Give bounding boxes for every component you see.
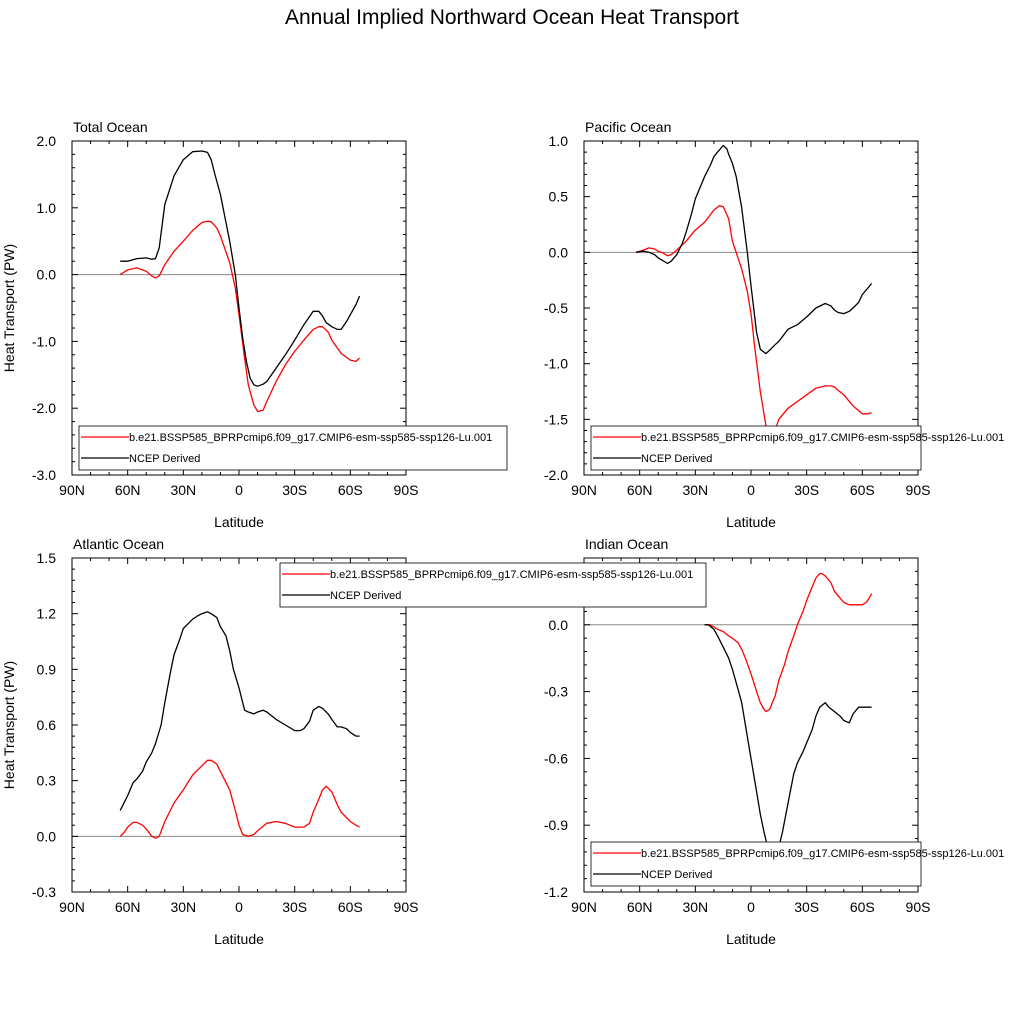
y-tick-label: 0.0 <box>37 267 57 283</box>
legend-label: b.e21.BSSP585_BPRPcmip6.f09_g17.CMIP6-es… <box>641 848 1004 860</box>
legend-label: NCEP Derived <box>330 590 401 602</box>
x-tick-label: 60S <box>338 482 363 498</box>
y-tick-label: 1.0 <box>37 200 57 216</box>
x-tick-label: 0 <box>747 482 755 498</box>
panel-atlantic-ocean: Atlantic Ocean 90N 60N 30N 0 30S 60S 90S 1.5 1.2 0… <box>1 536 418 947</box>
series-line-ncep <box>120 150 361 387</box>
legend-box <box>590 425 922 471</box>
x-axis-label: Latitude <box>214 514 264 530</box>
y-tick-label: -0.6 <box>544 750 568 766</box>
x-axis-label: Latitude <box>214 931 264 947</box>
x-tick-label: 90S <box>906 899 931 915</box>
y-tick-label: -1.5 <box>544 411 568 427</box>
panel-indian-ocean: Indian Ocean 90N 60N 30N 0 30S 60S 90S 0.0 -0.3 -0… <box>544 536 931 947</box>
legend-label: b.e21.BSSP585_BPRPcmip6.f09_g17.CMIP6-es… <box>330 569 693 581</box>
x-tick-label: 30N <box>682 482 708 498</box>
y-tick-label: 0.0 <box>549 244 569 260</box>
x-tick-label: 90N <box>59 482 85 498</box>
x-tick-label: 90S <box>394 482 419 498</box>
legend-label: NCEP Derived <box>129 453 200 465</box>
y-tick-label: 0.0 <box>37 828 57 844</box>
panel-title: Atlantic Ocean <box>73 536 164 552</box>
y-tick-label: 0.5 <box>549 189 569 205</box>
plot-frame <box>583 140 919 476</box>
x-tick-label: 90N <box>59 899 85 915</box>
x-tick-label: 90S <box>906 482 931 498</box>
x-axis-label: Latitude <box>726 931 776 947</box>
y-tick-label: -0.3 <box>32 884 56 900</box>
y-tick-label: -0.9 <box>544 817 568 833</box>
y-tick-label: -1.2 <box>544 884 568 900</box>
x-tick-label: 60S <box>850 899 875 915</box>
x-tick-label: 60N <box>627 899 653 915</box>
y-tick-label: -0.5 <box>544 300 568 316</box>
x-tick-label: 60S <box>338 899 363 915</box>
legend-box <box>78 425 508 471</box>
legend-4: b.e21.BSSP585_BPRPcmip6.f09_g17.CMIP6-es… <box>590 841 1004 887</box>
y-tick-label: 1.0 <box>549 133 569 149</box>
series-line-model <box>119 220 361 413</box>
plot-frame <box>71 140 407 476</box>
y-tick-label: 0.0 <box>549 617 569 633</box>
x-tick-label: 30S <box>282 899 307 915</box>
y-tick-label: 0.9 <box>37 661 57 677</box>
x-tick-label: 30N <box>682 899 708 915</box>
x-tick-label: 60S <box>850 482 875 498</box>
series-line-model <box>635 204 872 434</box>
y-tick-label: -3.0 <box>32 467 56 483</box>
x-tick-label: 0 <box>235 482 243 498</box>
x-tick-label: 30S <box>794 899 819 915</box>
legend-3: b.e21.BSSP585_BPRPcmip6.f09_g17.CMIP6-es… <box>279 562 707 608</box>
y-tick-label: -0.3 <box>544 684 568 700</box>
y-tick-label: 2.0 <box>37 133 57 149</box>
x-tick-label: 60N <box>115 899 141 915</box>
x-tick-label: 90N <box>571 482 597 498</box>
y-tick-label: -2.0 <box>32 400 56 416</box>
panel-title: Indian Ocean <box>585 536 668 552</box>
y-tick-label: -1.0 <box>32 333 56 349</box>
y-tick-label: 1.2 <box>37 606 57 622</box>
x-tick-label: 0 <box>235 899 243 915</box>
series-line-ncep <box>704 624 872 860</box>
figure-title: Annual Implied Northward Ocean Heat Tran… <box>284 6 740 29</box>
series-line-model <box>119 759 360 839</box>
x-tick-label: 0 <box>747 899 755 915</box>
plot-frame <box>71 557 407 893</box>
y-tick-label: 1.5 <box>37 550 57 566</box>
panel-total-ocean: Total Ocean 90N 60N 30N 0 30S 60S 90S 2.0 1.0 0.0 -… <box>1 119 418 530</box>
y-axis-label: Heat Transport (PW) <box>1 661 17 789</box>
x-tick-label: 60N <box>627 482 653 498</box>
x-tick-label: 60N <box>115 482 141 498</box>
series-line-ncep <box>119 611 360 811</box>
legend-box <box>279 562 707 608</box>
legend-2: b.e21.BSSP585_BPRPcmip6.f09_g17.CMIP6-es… <box>590 425 1004 471</box>
x-tick-label: 90N <box>571 899 597 915</box>
y-axis-label: Heat Transport (PW) <box>1 244 17 372</box>
x-tick-label: 30N <box>170 899 196 915</box>
y-tick-label: 0.3 <box>37 773 57 789</box>
legend-label: b.e21.BSSP585_BPRPcmip6.f09_g17.CMIP6-es… <box>641 432 1004 444</box>
series-line-ncep <box>635 144 873 355</box>
x-tick-label: 90S <box>394 899 419 915</box>
legend-1: b.e21.BSSP585_BPRPcmip6.f09_g17.CMIP6-es… <box>78 425 508 471</box>
plot-frame <box>583 557 919 893</box>
legend-box <box>590 841 922 887</box>
x-tick-label: 30S <box>282 482 307 498</box>
y-tick-label: -1.0 <box>544 356 568 372</box>
x-tick-label: 30N <box>170 482 196 498</box>
x-tick-label: 30S <box>794 482 819 498</box>
y-tick-label: -2.0 <box>544 467 568 483</box>
panel-title: Total Ocean <box>73 119 148 135</box>
legend-label: NCEP Derived <box>641 869 712 881</box>
panel-title: Pacific Ocean <box>585 119 671 135</box>
legend-label: b.e21.BSSP585_BPRPcmip6.f09_g17.CMIP6-es… <box>129 432 492 444</box>
series-line-model <box>704 572 873 713</box>
y-tick-label: 0.6 <box>37 717 57 733</box>
x-axis-label: Latitude <box>726 514 776 530</box>
legend-label: NCEP Derived <box>641 453 712 465</box>
